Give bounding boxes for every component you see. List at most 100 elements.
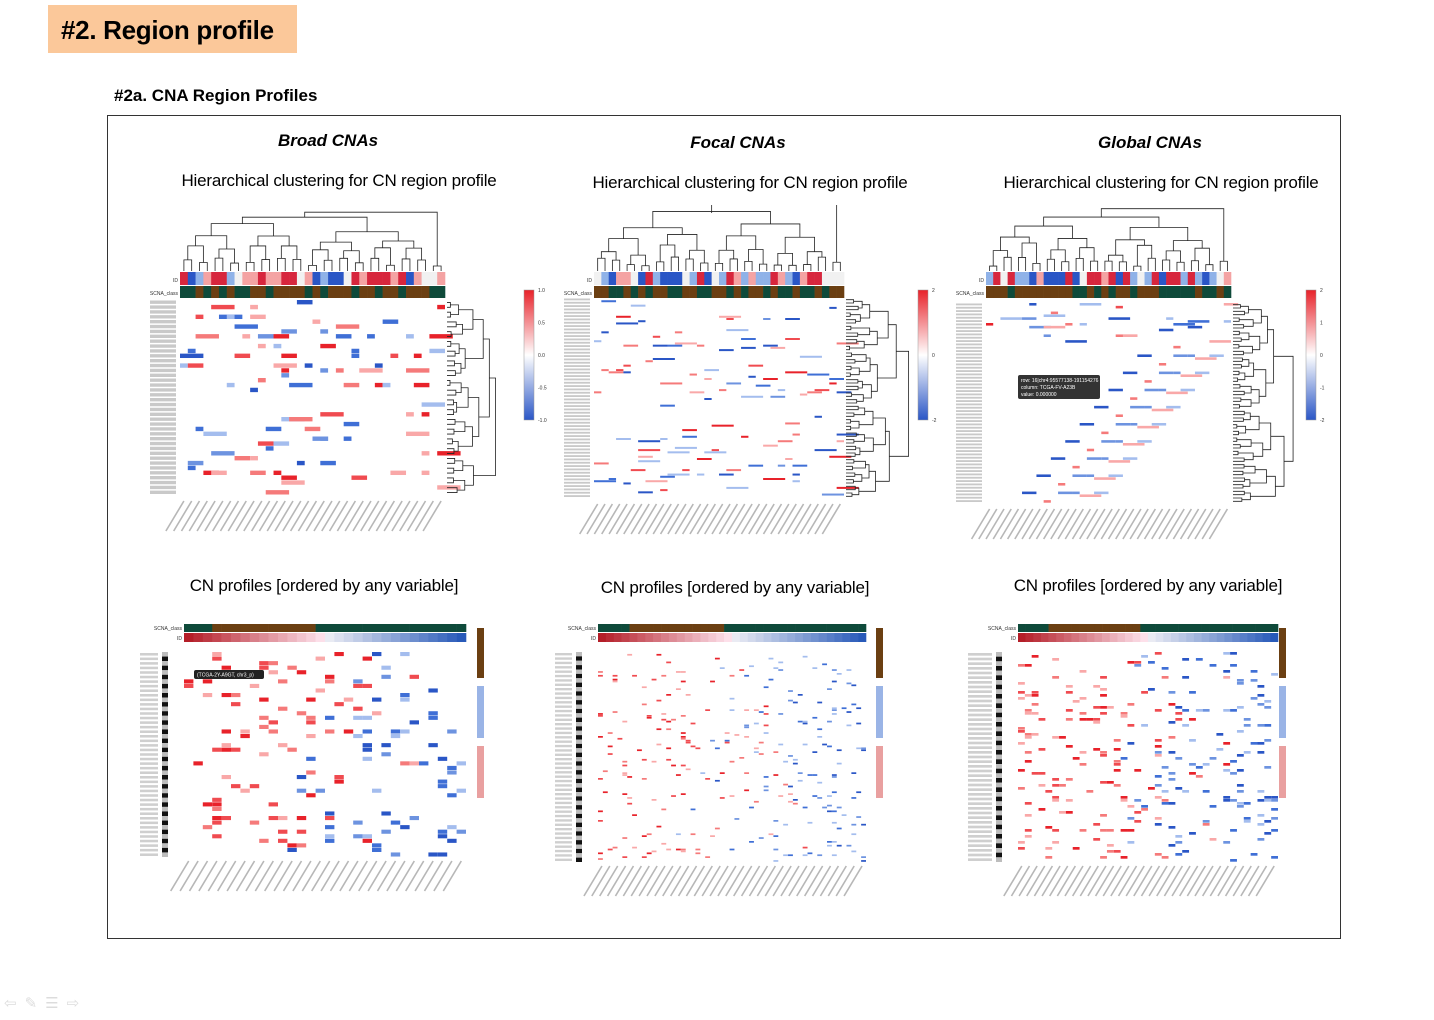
- dendrogram-branch: [210, 223, 274, 237]
- dendrogram-branch: [846, 439, 855, 444]
- dendrogram-branch: [447, 302, 451, 308]
- class-strip: [739, 624, 749, 632]
- row-label: [956, 470, 982, 472]
- row-label: [956, 450, 982, 452]
- slide-nav: ⇦ ✎ ☰ ⇨: [4, 994, 79, 1012]
- heatmap-cell: [711, 424, 734, 427]
- heatmap-cell: [671, 764, 676, 767]
- id-strip: [351, 272, 360, 285]
- id-strip: [821, 272, 830, 285]
- heatmap-cell: [231, 784, 241, 789]
- heatmap-cell: [660, 382, 683, 385]
- class-strip: [1094, 286, 1102, 298]
- class-strip: [1029, 286, 1037, 298]
- class-row-label: SCNA_class: [150, 291, 179, 297]
- id-strip: [660, 272, 668, 285]
- heatmap-cell: [719, 349, 734, 352]
- heatmap-cell: [827, 688, 832, 690]
- heatmap-cell: [753, 709, 759, 711]
- heatmap-cell: [636, 749, 642, 752]
- class-strip: [1018, 624, 1026, 632]
- heatmap-cell: [325, 825, 335, 830]
- row-label: [968, 811, 992, 815]
- heatmap-cell: [1065, 685, 1073, 688]
- dendrogram-branch: [859, 357, 871, 372]
- heatmap-cell: [836, 749, 842, 752]
- id-strip: [1209, 272, 1217, 285]
- heatmap-cell: [807, 821, 813, 824]
- heatmap-cell: [268, 670, 278, 675]
- heatmap-cell: [680, 671, 686, 673]
- column-label: [1247, 865, 1268, 897]
- heatmap-cell: [1209, 757, 1217, 760]
- heatmap-cell: [1195, 775, 1203, 778]
- row-label: [555, 775, 572, 778]
- arrow-right-icon[interactable]: ⇨: [66, 995, 80, 1012]
- class-strip: [986, 286, 994, 298]
- heatmap-cell: [763, 705, 769, 708]
- dendrogram-branch: [199, 262, 208, 271]
- heatmap-cell: [705, 709, 711, 711]
- column-label: [1186, 865, 1207, 897]
- row-label: [150, 344, 176, 348]
- row-label: [968, 737, 992, 740]
- id-strip: [456, 633, 467, 642]
- heatmap-cell: [660, 489, 668, 492]
- heatmap-cell: [1031, 703, 1039, 706]
- class-strip: [1036, 286, 1044, 298]
- heatmap-cell: [447, 765, 457, 770]
- dendrogram-branch: [312, 249, 329, 266]
- id-strip: [221, 633, 232, 642]
- heatmap-cell: [447, 770, 457, 775]
- heatmap-cell: [763, 789, 769, 792]
- heatmap-cell: [406, 368, 430, 373]
- heatmap-cell: [1195, 658, 1203, 661]
- class-strip: [180, 286, 189, 298]
- dendrogram-branch: [853, 434, 865, 442]
- pen-icon[interactable]: ✎: [24, 995, 38, 1012]
- heatmap-cell: [372, 847, 382, 852]
- class-strip: [1187, 286, 1196, 298]
- heatmap-cell: [362, 756, 372, 761]
- heatmap-cell: [638, 320, 646, 323]
- row-label: [564, 325, 590, 327]
- id-strip: [1232, 633, 1241, 642]
- dendrogram-branch: [860, 304, 871, 319]
- row-label: [150, 383, 176, 387]
- class-strip: [1102, 624, 1111, 632]
- heatmap-cell: [278, 816, 288, 821]
- slide-title: #2. Region profile: [48, 5, 297, 53]
- heatmap-cell: [680, 848, 686, 851]
- heatmap-cell: [400, 693, 410, 698]
- heatmap-cell: [353, 834, 363, 839]
- heatmap-cell: [1093, 718, 1101, 721]
- id-strip: [419, 633, 429, 642]
- column-label: [1049, 865, 1069, 897]
- row-label: [968, 783, 992, 787]
- id-strip: [362, 633, 373, 642]
- class-strip: [621, 624, 630, 632]
- row-label: [140, 653, 158, 656]
- heatmap-cell: [320, 436, 329, 441]
- heatmap-cell: [296, 816, 307, 821]
- heatmap-cell: [1223, 763, 1231, 766]
- heatmap-cell: [382, 319, 399, 324]
- heatmap-cell: [362, 656, 372, 661]
- heatmap-cell: [602, 770, 608, 773]
- heatmap-cell: [250, 304, 258, 310]
- menu-icon[interactable]: ☰: [45, 995, 59, 1012]
- heatmap-cell: [598, 852, 603, 855]
- column-label: [583, 865, 603, 897]
- arrow-left-icon[interactable]: ⇦: [4, 995, 17, 1012]
- chromosome-band: [996, 848, 1002, 853]
- heatmap-cell: [1264, 796, 1272, 799]
- row-label: [956, 356, 982, 359]
- heatmap-cell: [1144, 380, 1152, 383]
- column-label: [654, 865, 674, 897]
- class-strip: [1079, 624, 1088, 632]
- chromosome-band: [576, 831, 582, 836]
- dendrogram-branch: [853, 474, 863, 482]
- heatmap-cell: [268, 661, 278, 666]
- heatmap-cell: [421, 470, 430, 476]
- id-strip: [1125, 633, 1134, 642]
